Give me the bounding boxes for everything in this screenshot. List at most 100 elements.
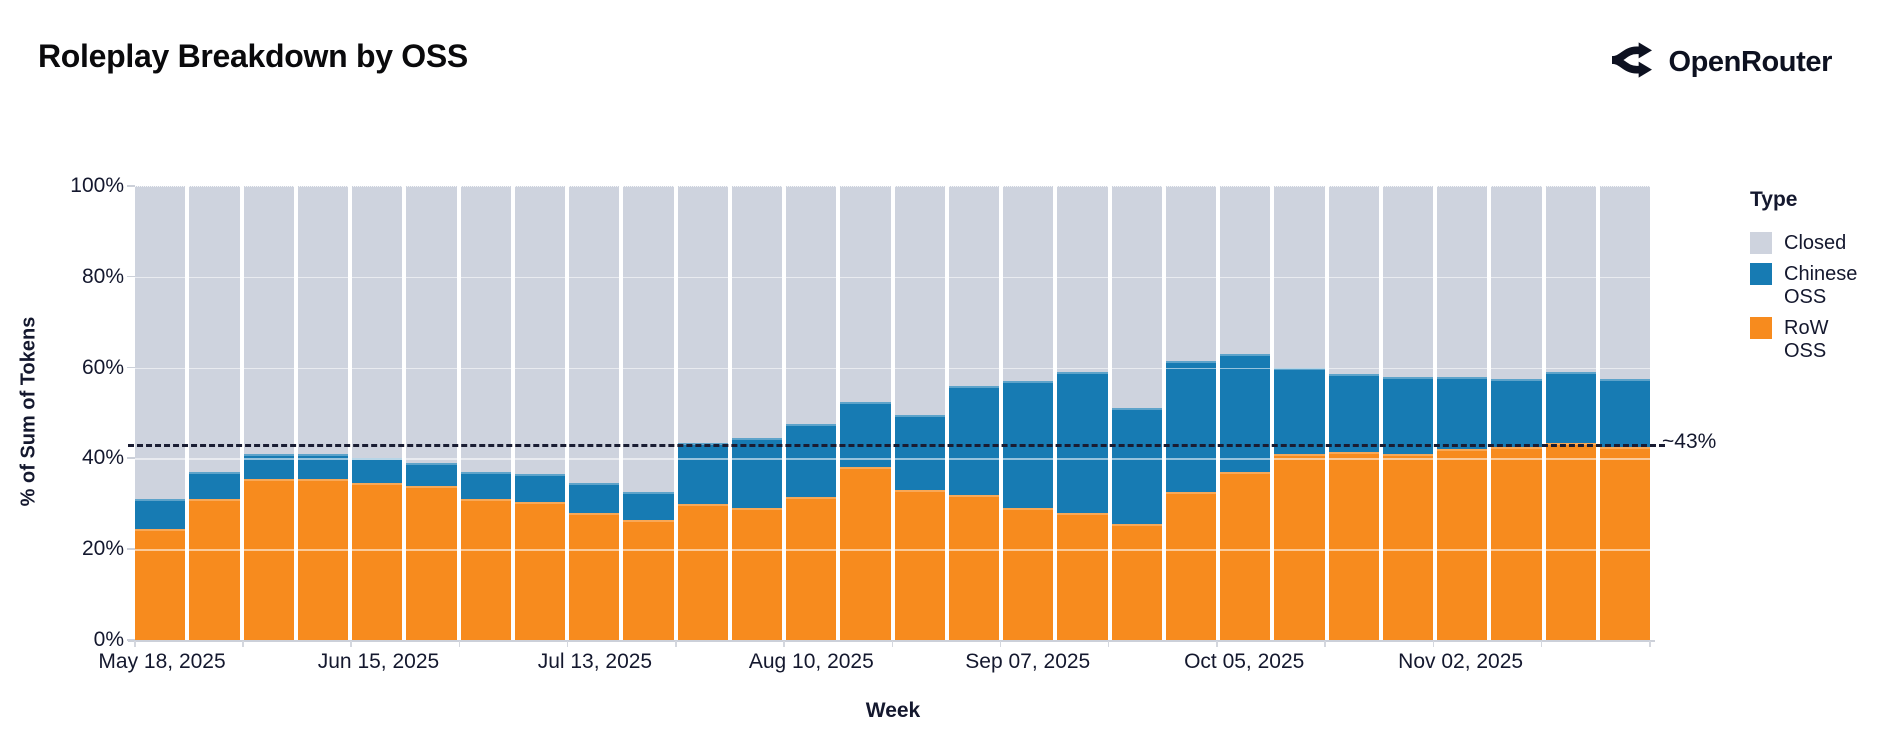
bar-segment-closed[interactable]	[786, 186, 837, 425]
bar-segment-closed[interactable]	[514, 186, 565, 475]
bar-segment-row-oss[interactable]	[677, 503, 728, 640]
bar-week[interactable]	[1328, 186, 1379, 640]
bar-segment-chinese-oss[interactable]	[189, 472, 240, 500]
bar-week[interactable]	[460, 186, 511, 640]
bar-segment-closed[interactable]	[840, 186, 891, 402]
bar-week[interactable]	[1057, 186, 1108, 640]
bar-segment-closed[interactable]	[406, 186, 457, 463]
bar-segment-chinese-oss[interactable]	[352, 458, 403, 484]
bar-segment-row-oss[interactable]	[297, 478, 348, 640]
bar-segment-row-oss[interactable]	[1003, 508, 1054, 640]
bar-segment-row-oss[interactable]	[1274, 453, 1325, 640]
bar-segment-row-oss[interactable]	[189, 499, 240, 640]
bar-week[interactable]	[1003, 186, 1054, 640]
bar-week[interactable]	[189, 186, 240, 640]
bar-week[interactable]	[786, 186, 837, 640]
bar-week[interactable]	[243, 186, 294, 640]
bar-week[interactable]	[731, 186, 782, 640]
bar-segment-closed[interactable]	[1545, 186, 1596, 373]
bar-segment-row-oss[interactable]	[1111, 524, 1162, 640]
bar-segment-row-oss[interactable]	[1437, 449, 1488, 640]
bar-segment-chinese-oss[interactable]	[623, 492, 674, 520]
bar-segment-row-oss[interactable]	[840, 467, 891, 640]
bar-segment-row-oss[interactable]	[135, 528, 186, 640]
bar-segment-closed[interactable]	[1111, 186, 1162, 409]
bar-segment-row-oss[interactable]	[1165, 492, 1216, 640]
bar-segment-row-oss[interactable]	[623, 519, 674, 640]
bar-segment-chinese-oss[interactable]	[677, 442, 728, 504]
bar-segment-chinese-oss[interactable]	[514, 474, 565, 502]
bar-segment-closed[interactable]	[1491, 186, 1542, 379]
bar-segment-closed[interactable]	[623, 186, 674, 493]
bar-segment-chinese-oss[interactable]	[1328, 374, 1379, 452]
bar-segment-chinese-oss[interactable]	[460, 472, 511, 500]
bar-segment-closed[interactable]	[1165, 186, 1216, 361]
bar-segment-row-oss[interactable]	[948, 494, 999, 640]
bar-week[interactable]	[1599, 186, 1650, 640]
bar-segment-chinese-oss[interactable]	[1220, 354, 1271, 473]
bar-segment-row-oss[interactable]	[1382, 453, 1433, 640]
bar-segment-chinese-oss[interactable]	[1437, 376, 1488, 450]
bar-week[interactable]	[406, 186, 457, 640]
bar-segment-row-oss[interactable]	[569, 512, 620, 640]
bar-week[interactable]	[1545, 186, 1596, 640]
bar-segment-closed[interactable]	[189, 186, 240, 473]
bar-week[interactable]	[623, 186, 674, 640]
bar-segment-row-oss[interactable]	[1599, 447, 1650, 640]
bar-segment-closed[interactable]	[1437, 186, 1488, 377]
bar-week[interactable]	[1437, 186, 1488, 640]
bar-segment-chinese-oss[interactable]	[1057, 372, 1108, 513]
bar-segment-row-oss[interactable]	[1545, 442, 1596, 640]
bar-segment-closed[interactable]	[731, 186, 782, 438]
bar-week[interactable]	[1491, 186, 1542, 640]
bar-segment-chinese-oss[interactable]	[569, 483, 620, 513]
bar-segment-closed[interactable]	[1599, 186, 1650, 379]
bar-week[interactable]	[569, 186, 620, 640]
bar-segment-row-oss[interactable]	[460, 499, 511, 640]
bar-segment-closed[interactable]	[243, 186, 294, 454]
bar-segment-closed[interactable]	[460, 186, 511, 473]
bar-segment-closed[interactable]	[1382, 186, 1433, 377]
bar-segment-chinese-oss[interactable]	[1599, 378, 1650, 448]
legend-item-closed[interactable]: Closed	[1750, 232, 1872, 254]
bar-segment-closed[interactable]	[1003, 186, 1054, 382]
bar-week[interactable]	[352, 186, 403, 640]
bar-segment-closed[interactable]	[1057, 186, 1108, 373]
bar-segment-row-oss[interactable]	[1328, 451, 1379, 640]
bar-segment-closed[interactable]	[297, 186, 348, 454]
legend-item-chinese-oss[interactable]: Chinese OSS	[1750, 263, 1872, 308]
bar-week[interactable]	[135, 186, 186, 640]
bar-segment-closed[interactable]	[1220, 186, 1271, 354]
bar-segment-row-oss[interactable]	[1491, 447, 1542, 640]
bar-week[interactable]	[1111, 186, 1162, 640]
bar-segment-chinese-oss[interactable]	[1165, 360, 1216, 493]
bar-segment-chinese-oss[interactable]	[840, 401, 891, 468]
bar-segment-row-oss[interactable]	[1057, 512, 1108, 640]
bar-segment-closed[interactable]	[677, 186, 728, 443]
bar-segment-chinese-oss[interactable]	[297, 453, 348, 479]
bar-segment-closed[interactable]	[569, 186, 620, 484]
bar-segment-chinese-oss[interactable]	[731, 437, 782, 509]
bar-segment-chinese-oss[interactable]	[786, 424, 837, 497]
bar-segment-chinese-oss[interactable]	[1274, 367, 1325, 454]
bar-segment-closed[interactable]	[135, 186, 186, 500]
bar-segment-row-oss[interactable]	[406, 485, 457, 640]
bar-week[interactable]	[948, 186, 999, 640]
bar-week[interactable]	[1220, 186, 1271, 640]
bar-segment-chinese-oss[interactable]	[1111, 408, 1162, 525]
bar-segment-closed[interactable]	[1328, 186, 1379, 375]
bar-segment-chinese-oss[interactable]	[243, 453, 294, 479]
bar-segment-chinese-oss[interactable]	[1382, 376, 1433, 454]
bar-segment-chinese-oss[interactable]	[1491, 378, 1542, 448]
bar-week[interactable]	[677, 186, 728, 640]
bar-week[interactable]	[840, 186, 891, 640]
legend-item-row-oss[interactable]: RoW OSS	[1750, 317, 1872, 362]
bar-segment-row-oss[interactable]	[352, 483, 403, 640]
bar-segment-closed[interactable]	[352, 186, 403, 459]
bar-week[interactable]	[297, 186, 348, 640]
bar-segment-row-oss[interactable]	[243, 478, 294, 640]
bar-segment-chinese-oss[interactable]	[406, 462, 457, 486]
bar-segment-row-oss[interactable]	[1220, 472, 1271, 640]
bar-segment-row-oss[interactable]	[894, 490, 945, 640]
bar-segment-closed[interactable]	[948, 186, 999, 386]
